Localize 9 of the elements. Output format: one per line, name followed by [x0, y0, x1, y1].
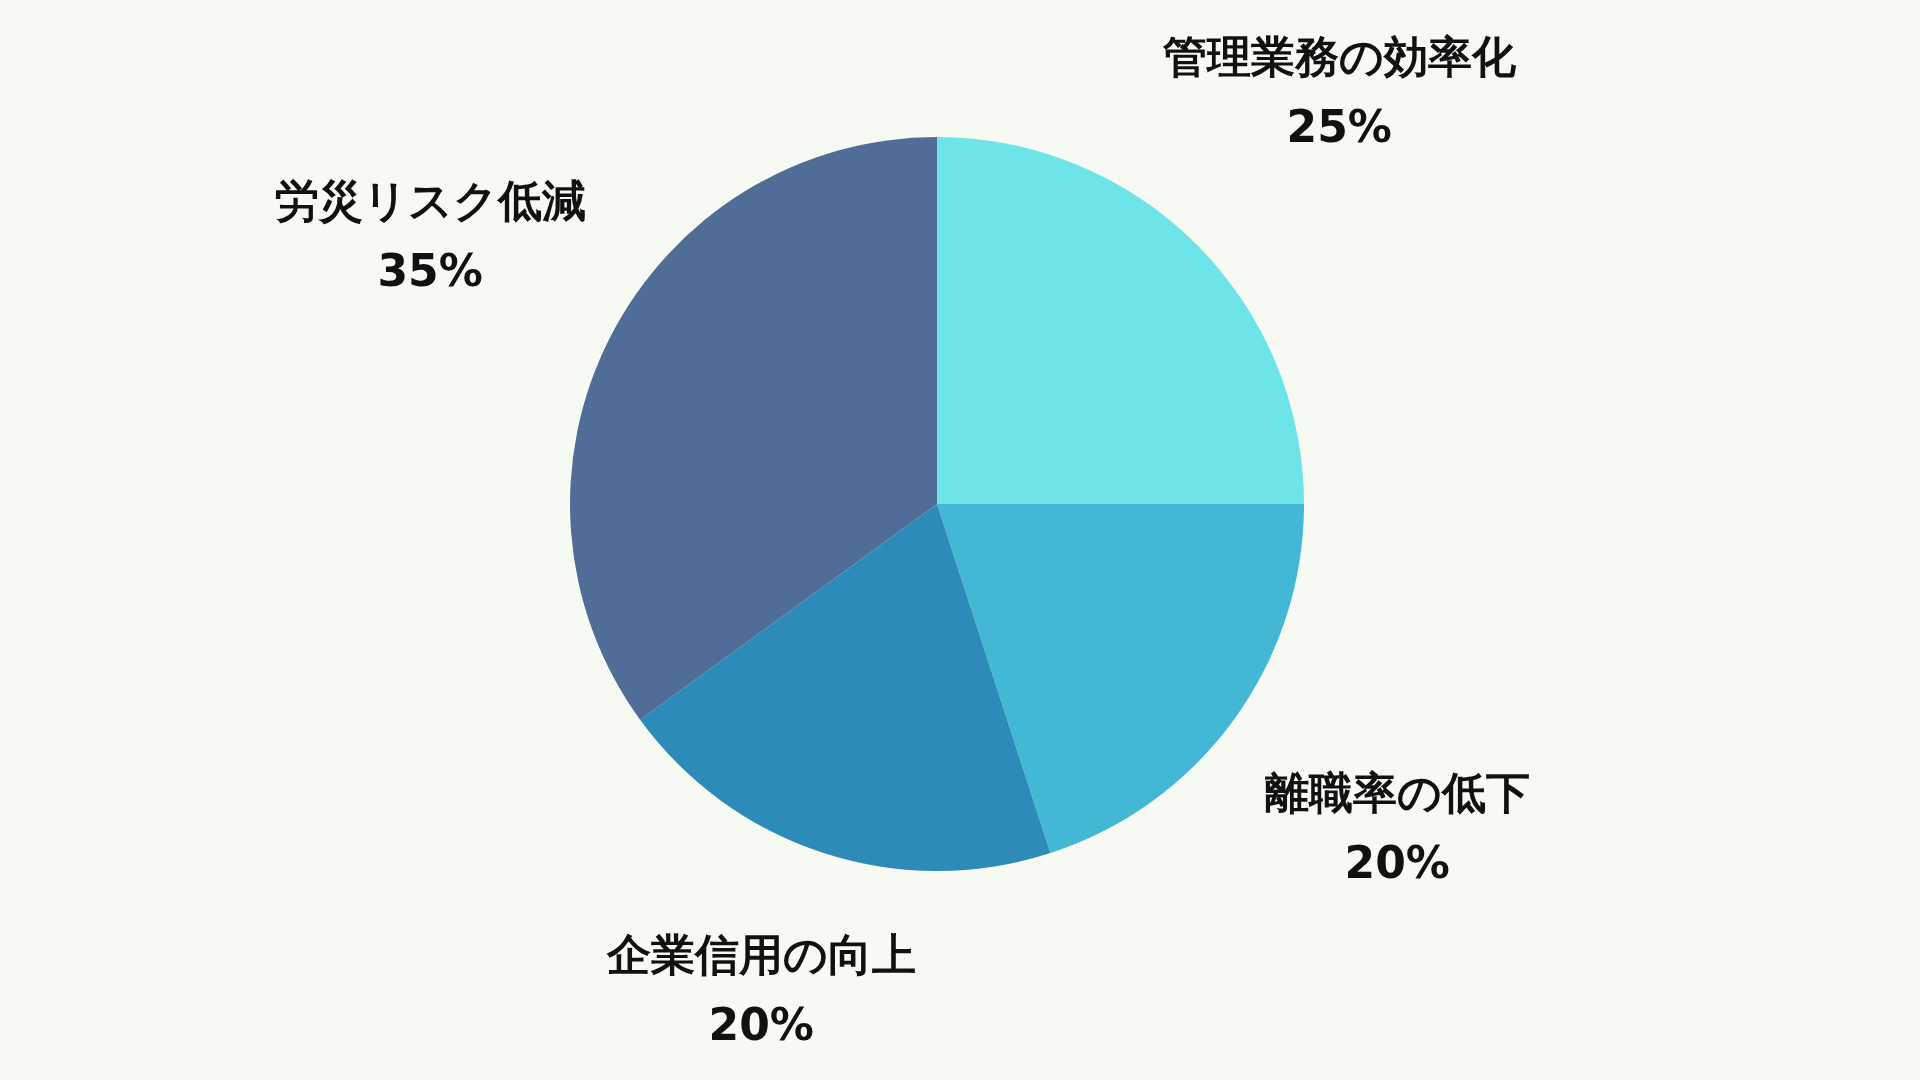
slice-label: 離職率の低下 [1263, 767, 1530, 819]
data-label: 20% [1344, 837, 1450, 889]
data-label: 20% [708, 999, 814, 1050]
slice-label: 労災リスク低減 [274, 174, 586, 226]
data-label: 25% [1286, 100, 1392, 152]
slice-label: 企業信用の向上 [605, 929, 916, 980]
slice-label: 管理業務の効率化 [1161, 30, 1517, 82]
data-label: 35% [377, 244, 483, 296]
pie-slice [640, 504, 1051, 871]
